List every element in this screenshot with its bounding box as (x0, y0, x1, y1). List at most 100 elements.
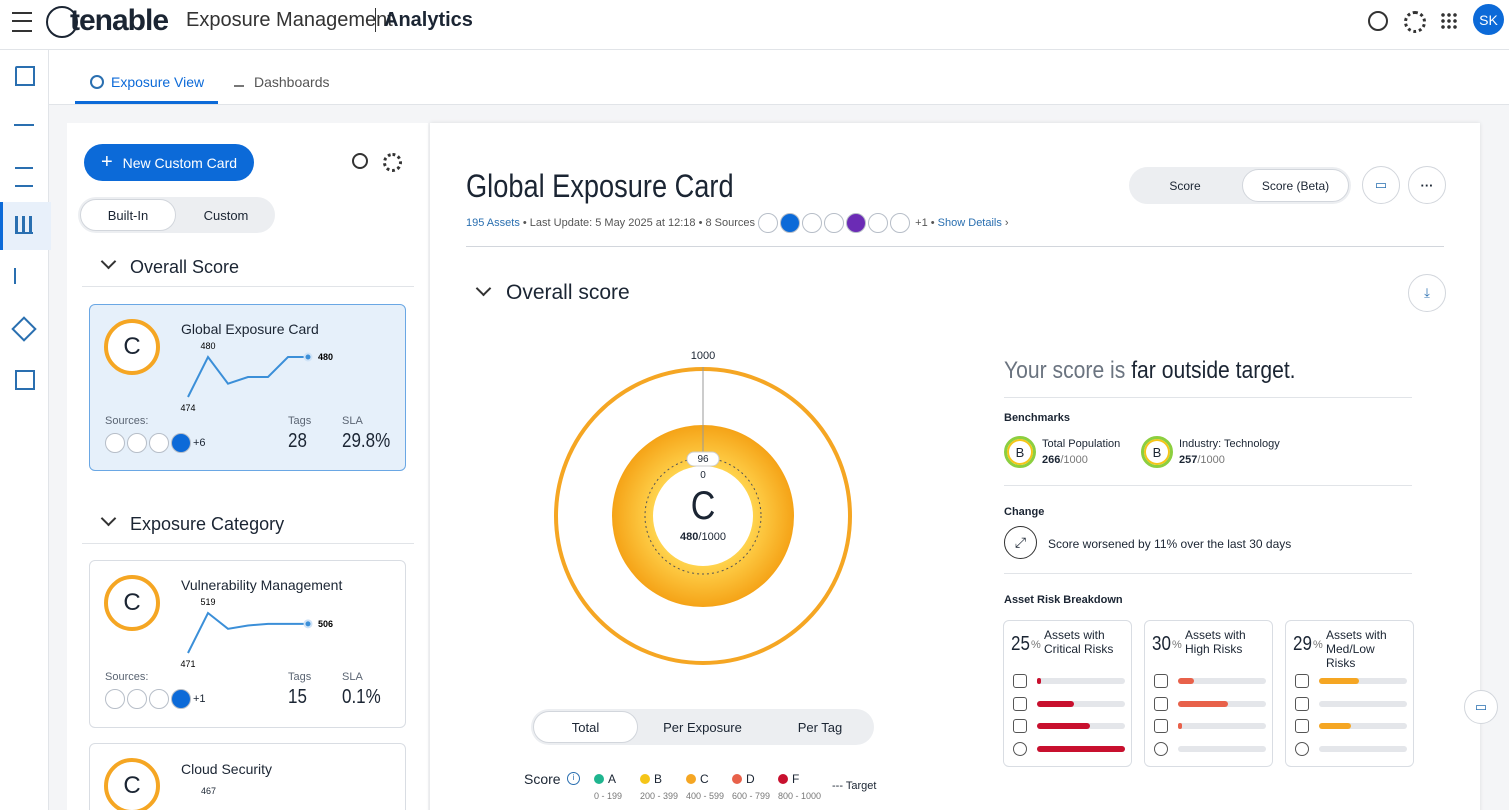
bar (1037, 700, 1074, 707)
more-sources: +1 (193, 692, 206, 705)
bar-track (1178, 678, 1266, 684)
legend-dot (732, 774, 742, 784)
logo (46, 6, 78, 38)
change-title: Change (1004, 506, 1045, 518)
view-option[interactable]: Score (Beta) (1242, 169, 1349, 202)
risk-unit: % (1313, 639, 1323, 651)
sla: 29.8% (342, 430, 391, 452)
nav-home[interactable] (15, 66, 35, 86)
legend-range: 600 - 799 (732, 791, 771, 801)
bar-track (1319, 745, 1407, 752)
nav-blocks[interactable] (15, 370, 35, 390)
tags-label: Tags (288, 671, 312, 683)
download-button[interactable]: ⤓ (1408, 274, 1446, 312)
source-icons: +1 (105, 689, 206, 709)
row-icon (1295, 719, 1309, 733)
trend-label: 480 (318, 352, 333, 362)
mode-option[interactable]: Total (533, 711, 638, 743)
tab-underline (75, 101, 218, 104)
feedback-button[interactable]: ▭ (1464, 690, 1498, 724)
help[interactable] (1368, 11, 1388, 31)
source-icon (171, 689, 191, 709)
settings[interactable] (383, 153, 402, 172)
bar-track (1319, 723, 1407, 729)
apps[interactable] (1440, 12, 1458, 30)
sparkline: 480 474 480 (180, 341, 333, 413)
legend-dot (594, 774, 604, 784)
row-icon (1295, 674, 1309, 688)
headline: Your score is far outside target. (1004, 357, 1296, 385)
trend-label: 506 (318, 619, 333, 629)
target-ring (644, 457, 762, 575)
product: Exposure Management (186, 9, 393, 31)
mode-option[interactable]: Per Tag (797, 719, 843, 735)
score-value: 480 (680, 531, 699, 543)
filter-option[interactable]: Custom (203, 207, 249, 223)
row-icon (1154, 719, 1168, 733)
group-title: Overall Score (130, 257, 240, 277)
tab-bar (49, 50, 1509, 105)
tab[interactable]: Dashboards (254, 74, 330, 90)
trend-line (187, 355, 308, 398)
score-max: /1000 (698, 531, 726, 543)
card-title: Global Exposure Card (466, 168, 734, 204)
divider (1004, 397, 1412, 398)
benchmark-score: 257/1000 (1179, 454, 1225, 466)
avatar[interactable]: SK (1473, 4, 1504, 35)
score: 480/1000 (653, 531, 753, 543)
mode-option[interactable]: Per Exposure (663, 719, 742, 735)
headline-status: far outside target. (1131, 357, 1296, 384)
sla: 0.1% (342, 686, 381, 708)
risk-label: Assets with Critical Risks (1044, 628, 1114, 656)
score-card[interactable]: C Vulnerability Management 519 471 506 Source… (89, 560, 406, 728)
show-details[interactable]: Show Details (937, 216, 1002, 229)
comment-button[interactable]: ▭ (1362, 166, 1400, 204)
tab[interactable]: Exposure View (111, 74, 205, 90)
source-icon (127, 433, 147, 453)
benchmark-name: Industry: Technology (1179, 438, 1280, 450)
tab-icon (234, 76, 244, 87)
divider (82, 286, 414, 287)
nav-list[interactable] (15, 167, 33, 187)
breakdown-title: Asset Risk Breakdown (1004, 594, 1123, 606)
header (0, 0, 1509, 50)
nav-activity[interactable] (14, 124, 34, 126)
gauge-max: 1000 (690, 350, 716, 362)
risk-unit: % (1031, 639, 1041, 651)
tags: 28 (288, 430, 307, 452)
bar (1037, 678, 1042, 684)
benchmark-name: Total Population (1042, 438, 1121, 450)
divider (466, 246, 1444, 247)
legend-dot (640, 774, 650, 784)
button-label: New Custom Card (122, 154, 238, 171)
assets-link[interactable]: 195 Assets (466, 216, 520, 229)
menu[interactable] (12, 12, 32, 32)
risk-label: Assets with Med/Low Risks (1326, 628, 1387, 670)
info[interactable]: i (567, 772, 580, 785)
legend-range: 0 - 199 (594, 791, 623, 801)
legend-dot (686, 774, 696, 784)
row-icon (1154, 696, 1168, 711)
source-icon (149, 433, 169, 453)
card-title: Cloud Security (181, 761, 273, 777)
nav-tree[interactable] (14, 268, 34, 284)
more-button[interactable]: ··· (1408, 166, 1446, 204)
risk-label: Assets with High Risks (1185, 628, 1246, 656)
benchmark-grade: B (1141, 436, 1173, 468)
more-sources: +1 (915, 216, 928, 229)
divider (1004, 485, 1412, 486)
view-option[interactable]: Score (1169, 178, 1201, 193)
score-card[interactable]: C Cloud Security 467 (89, 743, 406, 810)
filter-option[interactable]: Built-In (80, 199, 176, 231)
risk-percent: 29 (1293, 633, 1312, 655)
search[interactable] (352, 153, 368, 169)
bar (1178, 678, 1194, 684)
new-card-button[interactable]: + New Custom Card (84, 144, 254, 181)
row-icon (1013, 696, 1027, 711)
source-icons: +6 (105, 433, 206, 453)
change-text: Score worsened by 11% over the last 30 d… (1048, 537, 1292, 551)
settings[interactable] (1404, 11, 1426, 33)
bar (1319, 678, 1360, 684)
score-card[interactable]: C Global Exposure Card 480 474 480 Sources: +6… (89, 304, 406, 471)
trend-end (303, 619, 313, 629)
